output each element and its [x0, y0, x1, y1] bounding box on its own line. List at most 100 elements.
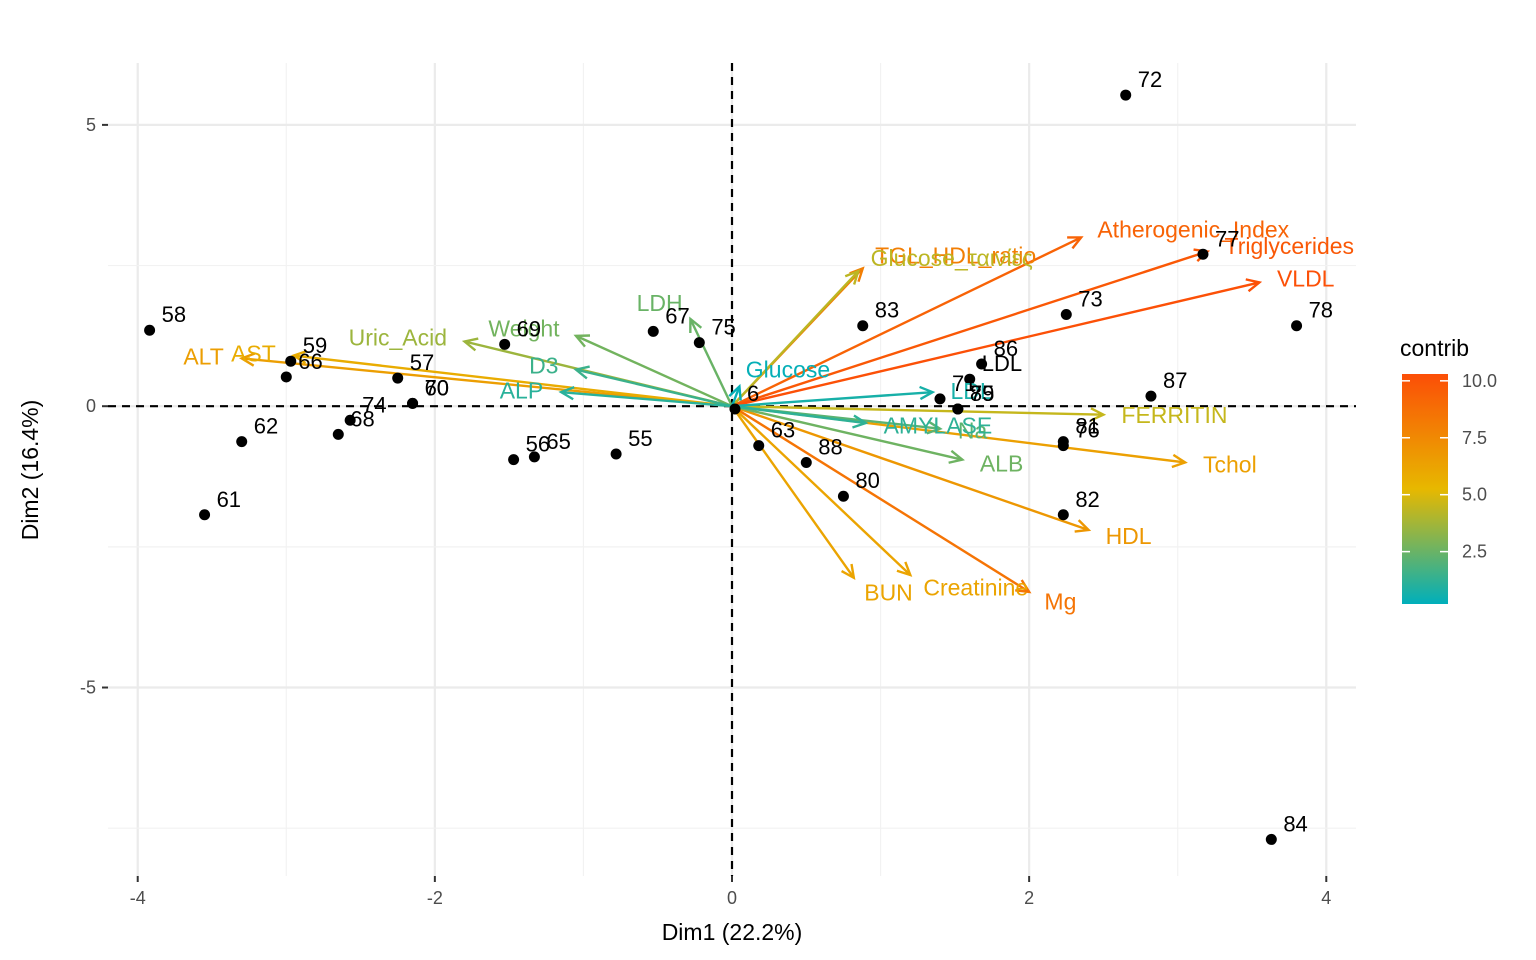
variable-arrows: [238, 236, 1263, 594]
individual-label: 85: [970, 381, 994, 406]
arrow-head: [948, 449, 965, 464]
individual-point: [952, 403, 964, 415]
individual-label: 58: [162, 302, 186, 327]
variable-label: Weight: [488, 315, 560, 341]
y-tick-label: 0: [86, 396, 96, 416]
variable-label: ALP: [500, 378, 543, 404]
individual-point: [499, 338, 511, 350]
variable-label: LDH: [637, 290, 683, 316]
variable-arrow: [731, 390, 933, 408]
legend-tick-label: 10.0: [1462, 371, 1497, 391]
individual-label: 61: [217, 487, 241, 512]
individual-label: 87: [1163, 368, 1187, 393]
arrow-head: [1090, 407, 1107, 422]
legend-ticks: 2.5 5.0 7.5 10.0: [1402, 371, 1497, 562]
arrow-head: [728, 383, 742, 401]
variable-arrow: [731, 405, 855, 579]
individual-label: 79: [970, 381, 994, 406]
variable-arrow: [575, 334, 733, 408]
individual-label: LDL: [982, 351, 1022, 376]
individual-point: [934, 393, 946, 405]
individual-point: [800, 456, 812, 468]
x-tick-label: -4: [130, 888, 146, 908]
individual-point: [144, 324, 156, 336]
individual-point: [1120, 89, 1132, 101]
individual-point: [285, 355, 297, 367]
individual-label: 67: [665, 303, 689, 328]
arrow-head: [1015, 579, 1032, 594]
individual-point: [528, 451, 540, 463]
x-tick-label: -2: [427, 888, 443, 908]
variable-label: ALB: [980, 451, 1023, 477]
variable-arrow: [561, 390, 733, 408]
arrow-head: [689, 316, 703, 334]
arrow-head: [1245, 278, 1263, 293]
variable-label: Glucose: [746, 357, 830, 383]
variable-label: Na: [958, 418, 988, 444]
individual-label: 78: [1309, 298, 1333, 323]
individual-point: [857, 320, 869, 332]
variable-label: AMYLASE: [884, 412, 993, 438]
individual-point: [837, 490, 849, 502]
x-tick-label: 4: [1321, 888, 1331, 908]
individual-label: 71: [952, 371, 976, 396]
individual-point: [1057, 509, 1069, 521]
variable-arrow: [241, 357, 733, 408]
individual-label: 72: [1138, 67, 1162, 92]
variable-arrow: [731, 405, 1104, 416]
variable-label: D3: [529, 353, 558, 379]
variable-arrow: [731, 281, 1260, 408]
x-tick-label: 0: [727, 888, 737, 908]
variable-label: BUN: [864, 579, 913, 605]
arrow-head: [840, 563, 856, 581]
variable-arrow: [730, 386, 741, 407]
individual-label: 62: [254, 414, 278, 439]
individual-label: 73: [1078, 286, 1102, 311]
individual-label: 66: [298, 349, 322, 374]
individual-label: 57: [410, 350, 434, 375]
variable-arrow: [731, 250, 1208, 408]
individual-label: 63: [771, 418, 795, 443]
axes: -4 -2 0 2 4 -5 0 5: [80, 115, 1331, 908]
individual-label: 55: [628, 426, 652, 451]
individual-label: 86: [994, 336, 1018, 361]
individual-points: [144, 89, 1303, 845]
individual-point: [610, 448, 622, 460]
arrow-head: [573, 365, 590, 380]
individual-label: 65: [546, 429, 570, 454]
variable-arrow: [689, 318, 734, 407]
variable-label: Creatinine: [923, 574, 1028, 600]
individual-label: 83: [875, 298, 899, 323]
variable-arrow: [731, 270, 860, 408]
individual-point: [1057, 440, 1069, 452]
variable-arrow: [731, 405, 1089, 532]
individual-point: [280, 371, 292, 383]
individual-label: 84: [1283, 811, 1307, 836]
arrow-head: [558, 385, 575, 401]
individual-label: 70: [425, 375, 449, 400]
arrow-head: [573, 334, 591, 348]
individual-point: [508, 454, 520, 466]
variable-label: VLDL: [1277, 265, 1335, 291]
individual-point: [1060, 308, 1072, 320]
individual-point: [964, 373, 976, 385]
legend-tick-label: 7.5: [1462, 428, 1487, 448]
variable-label: ALT: [183, 344, 223, 370]
variable-label: FERRITIN: [1121, 402, 1227, 428]
variable-label: Tchol: [1203, 452, 1257, 478]
variable-label: Uric_Acid: [349, 324, 447, 350]
legend-colorbar: [1402, 374, 1448, 604]
legend-tick-label: 5.0: [1462, 485, 1487, 505]
variable-arrow: [731, 405, 912, 576]
individual-label: 76: [1075, 418, 1099, 443]
arrow-head: [290, 349, 308, 365]
individual-label: 68: [350, 406, 374, 431]
individual-point: [407, 397, 419, 409]
individual-label: 74: [362, 392, 386, 417]
variable-arrow: [731, 405, 866, 425]
individual-point: [332, 428, 344, 440]
individual-label: 59: [303, 333, 327, 358]
variable-label: Atherogenic_Index: [1097, 217, 1289, 243]
individual-point: [1197, 248, 1209, 260]
individual-point: [753, 440, 765, 452]
